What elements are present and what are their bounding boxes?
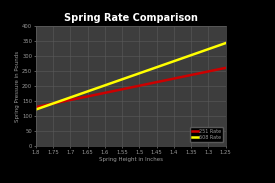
- Y-axis label: Spring Pressure in Pounds: Spring Pressure in Pounds: [15, 51, 20, 122]
- X-axis label: Spring Height in Inches: Spring Height in Inches: [99, 157, 163, 162]
- Title: Spring Rate Comparison: Spring Rate Comparison: [64, 14, 197, 23]
- Legend: 251 Rate, 608 Rate: 251 Rate, 608 Rate: [190, 127, 223, 142]
